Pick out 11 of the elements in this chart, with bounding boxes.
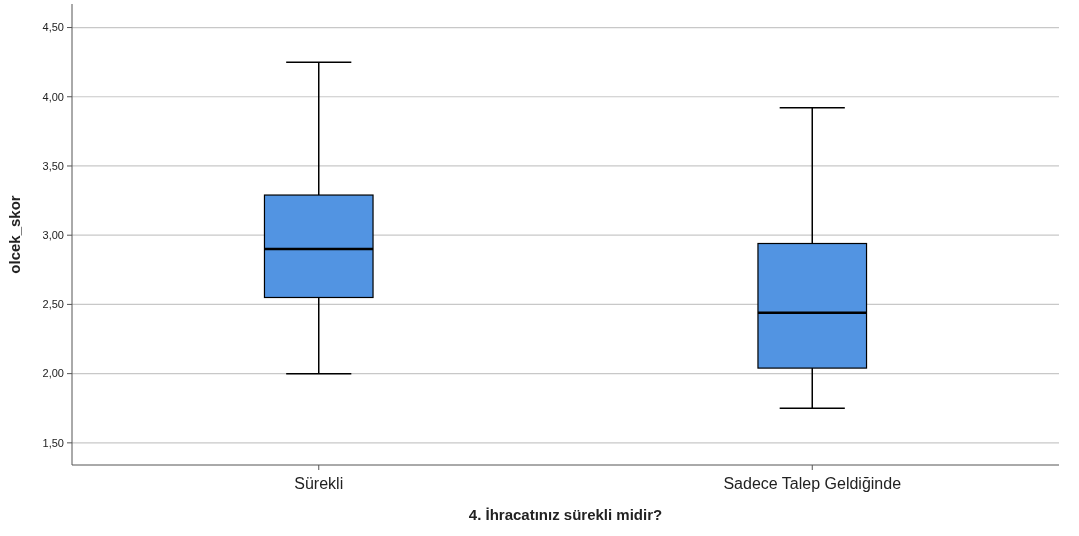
y-tick-label: 3,50	[42, 159, 64, 172]
y-tick-label: 1,50	[42, 436, 64, 449]
y-axis-title: olcek_skor	[6, 195, 23, 274]
y-tick-label: 2,50	[42, 298, 64, 311]
x-axis-title: 4. İhracatınız sürekli midir?	[468, 506, 663, 523]
x-tick-label: Sürekli	[294, 475, 344, 492]
y-tick-label: 2,00	[42, 367, 64, 380]
x-tick-label: Sadece Talep Geldiğinde	[723, 475, 902, 492]
y-tick-label: 4,50	[42, 21, 64, 34]
y-tick-label: 3,00	[42, 229, 64, 242]
y-tick-label: 4,00	[42, 90, 64, 103]
